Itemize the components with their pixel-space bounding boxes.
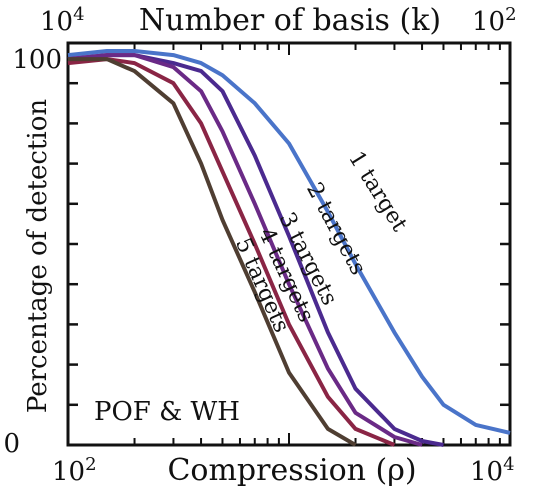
top-tick-right: 102 [472,4,517,37]
y-tick-0: 0 [3,429,20,459]
series-line-4 [67,57,396,447]
series-line-1 [67,49,511,435]
x-tick-left: 102 [52,454,97,487]
method-annotation: POF & WH [94,397,240,427]
axis-ticks [68,43,510,445]
y-tick-100: 100 [12,45,62,75]
series-line-5 [68,57,357,447]
x-axis-label: Compression (ρ) [167,453,416,488]
series-label-1-target: 1 target [343,147,412,236]
y-axis-label: Percentage of detection [23,99,53,413]
top-tick-left: 104 [40,4,85,37]
x-tick-right: 104 [470,454,515,487]
top-axis-label: Number of basis (k) [139,3,441,38]
series-line-3 [67,53,423,447]
series-layer [67,49,511,447]
